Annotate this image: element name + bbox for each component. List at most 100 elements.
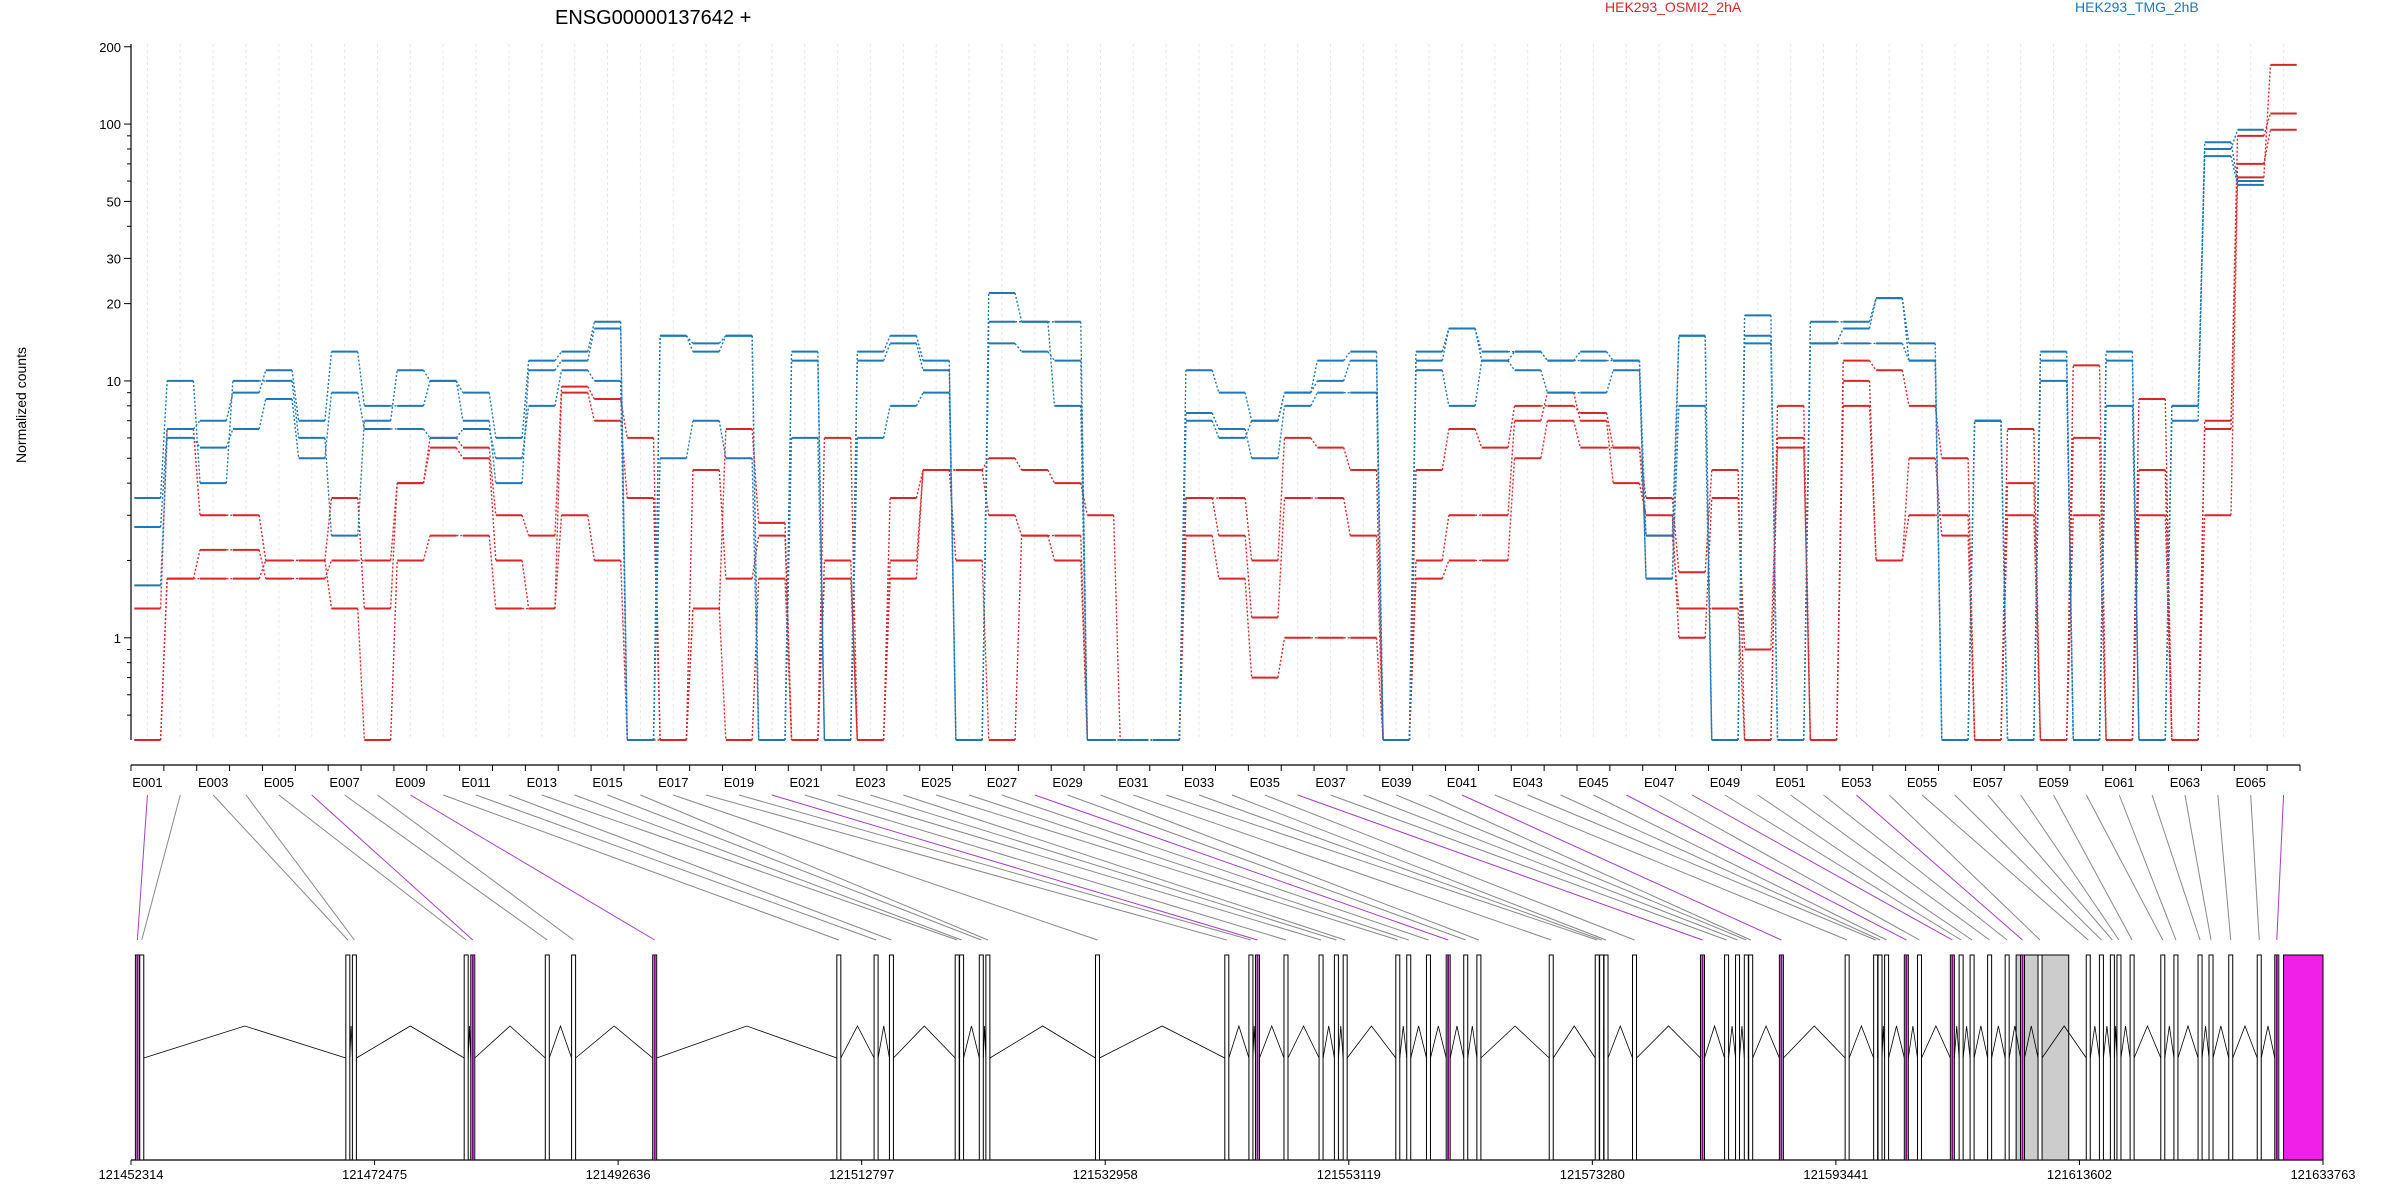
exon-connector <box>2085 794 2164 941</box>
intron-line <box>963 1025 980 1059</box>
exon-connector <box>1428 794 1751 941</box>
intron-line <box>1259 1024 1285 1059</box>
intron-line <box>1973 1025 1989 1059</box>
exon-connector <box>1724 794 1962 941</box>
exon-connector <box>1527 794 1876 941</box>
exon-connector <box>1396 794 1747 941</box>
intron-line <box>893 1025 956 1059</box>
exon-box <box>959 954 965 1161</box>
x-tick-label: E045 <box>1578 775 1608 790</box>
exon-box <box>1844 954 1850 1161</box>
exon-connector <box>738 794 1252 941</box>
exon-box <box>2004 954 2010 1161</box>
exon-connector <box>903 794 1346 941</box>
genome-tick-label: 121532958 <box>1073 1167 1138 1182</box>
exon-box <box>1318 954 1324 1161</box>
intron-line <box>1848 1024 1875 1059</box>
intron-line <box>1921 1025 1951 1059</box>
x-tick-label: E029 <box>1052 775 1082 790</box>
exon-connector <box>1888 794 2041 941</box>
intron-line <box>2008 1025 2021 1059</box>
exon-box <box>1406 954 1412 1161</box>
exon-box <box>1463 954 1469 1161</box>
intron-line <box>1322 1025 1335 1059</box>
exon-connectors <box>136 794 2285 941</box>
x-tick-label: E037 <box>1315 775 1345 790</box>
exon-box <box>985 954 991 1161</box>
intron-line <box>2164 1025 2175 1059</box>
intron-line <box>1783 1025 1846 1059</box>
intron-line <box>1607 1024 1633 1059</box>
exon-box <box>2129 954 2135 1161</box>
exon-connector <box>2276 794 2285 941</box>
exon-connector <box>607 794 982 941</box>
exon-box <box>2037 954 2043 1161</box>
exon-connector <box>1034 794 1449 941</box>
exon-connector <box>1494 794 1848 941</box>
exon-connector <box>1198 794 1602 941</box>
intron-line <box>1410 1025 1427 1059</box>
x-tick-label: E003 <box>198 775 228 790</box>
intron-line <box>1962 1025 1971 1059</box>
series-lines <box>134 63 2297 741</box>
exon-box <box>345 954 351 1161</box>
intron-line <box>1338 1025 1344 1059</box>
legend-entry-tmg-b: HEK293_TMG_2hB <box>2075 0 2199 15</box>
genome-tick-label: 121573280 <box>1560 1167 1625 1182</box>
exon-connector <box>968 794 1409 941</box>
intron-line <box>2024 1025 2039 1059</box>
exon-box <box>544 954 550 1161</box>
exon-connector <box>1330 794 1727 941</box>
exon-connector <box>1593 794 1887 941</box>
exon-connector <box>837 794 1322 941</box>
intron-line <box>1888 1025 1905 1059</box>
exon-connector <box>1067 794 1466 941</box>
exon-connector <box>1626 794 1907 941</box>
legend-entry-osmi2-a: HEK293_OSMI2_2hA <box>1605 0 1742 15</box>
intron-line <box>877 1025 890 1059</box>
exon-connector <box>2250 794 2260 941</box>
exon-box <box>1632 954 1638 1161</box>
exon-connector <box>574 794 962 941</box>
intron-line <box>2177 1024 2199 1059</box>
exon-connector <box>1166 794 1598 941</box>
intron-line <box>356 1025 465 1059</box>
x-tick-label: E009 <box>395 775 425 790</box>
exon-connector <box>1954 794 2102 941</box>
intron-line <box>1480 1025 1550 1059</box>
intron-line <box>1099 1025 1225 1059</box>
exon-box <box>139 954 145 1161</box>
exon-connector <box>1987 794 2113 941</box>
x-tick-label: E001 <box>132 775 162 790</box>
intron-line <box>2089 1025 2100 1059</box>
x-tick-label: E063 <box>2170 775 2200 790</box>
x-tick-label: E011 <box>461 775 490 790</box>
exon-box <box>2208 954 2214 1161</box>
exon-connector <box>1658 794 1920 941</box>
exon-connector <box>640 794 989 941</box>
x-tick-label: E061 <box>2104 775 2134 790</box>
exon-connector <box>475 794 877 941</box>
x-tick-label: E033 <box>1184 775 1214 790</box>
x-tick-label: E055 <box>1907 775 1937 790</box>
exon-box <box>1094 954 1100 1161</box>
genome-tick-label: 121472475 <box>342 1167 407 1182</box>
y-axis-label: Normalized counts <box>13 347 29 463</box>
exon-connector <box>1790 794 1990 941</box>
x-tick-label: E013 <box>527 775 557 790</box>
x-tick-label: E053 <box>1841 775 1871 790</box>
exon-box <box>1395 954 1401 1161</box>
x-tick-label: E039 <box>1381 775 1411 790</box>
exon-box <box>2160 954 2166 1161</box>
exon-connector <box>705 794 1227 941</box>
exon-connector <box>1823 794 2008 941</box>
y-tick-label: 50 <box>107 194 121 209</box>
x-tick-label: E043 <box>1513 775 1543 790</box>
exon-connector <box>673 794 1098 941</box>
exon-box <box>1603 954 1609 1161</box>
exon-connector <box>541 794 958 941</box>
intron-line <box>1728 1025 1736 1059</box>
exon-connector <box>2053 794 2133 941</box>
intron-line <box>143 1025 346 1059</box>
